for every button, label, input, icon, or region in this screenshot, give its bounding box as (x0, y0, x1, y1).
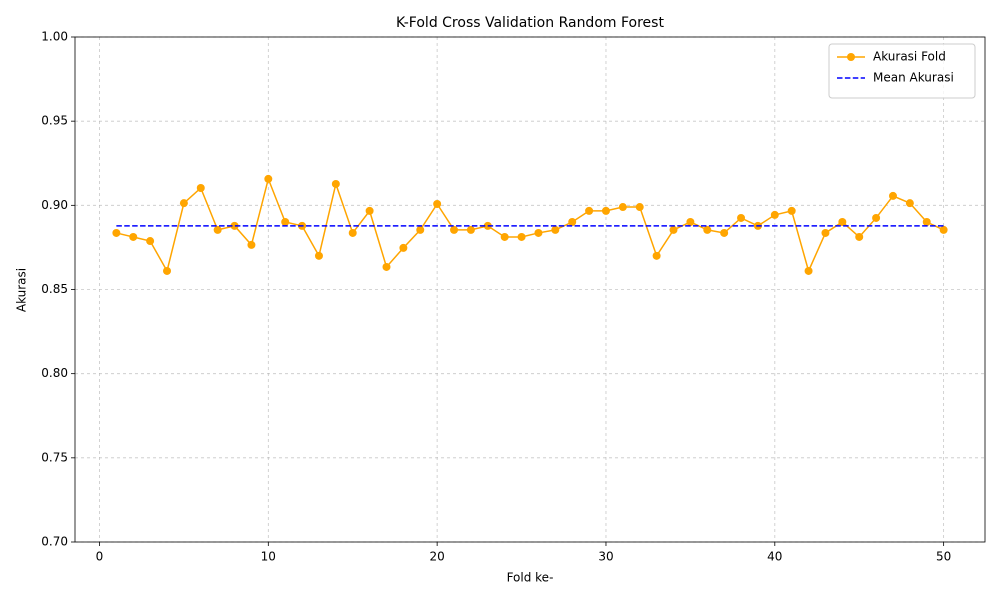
legend-box (828, 43, 976, 99)
data-point (534, 228, 543, 237)
x-tick-label: 0 (96, 550, 104, 564)
data-point (703, 225, 712, 234)
data-point (196, 183, 205, 192)
data-point (466, 225, 475, 234)
data-point (450, 225, 459, 234)
data-point (737, 213, 746, 222)
data-point (314, 251, 323, 260)
data-point (838, 217, 847, 226)
data-point (618, 203, 627, 212)
data-point (179, 199, 188, 208)
data-point (787, 206, 796, 215)
y-tick-label: 0.70 (41, 535, 68, 549)
data-point (551, 225, 560, 234)
data-point (399, 243, 408, 252)
data-point (804, 266, 813, 275)
data-point (112, 228, 121, 237)
data-point (770, 210, 779, 219)
data-point (331, 179, 340, 188)
data-point (365, 206, 374, 215)
data-point (720, 228, 729, 237)
data-point (230, 221, 239, 230)
x-tick-label: 40 (767, 550, 782, 564)
x-tick-label: 20 (430, 550, 445, 564)
data-point (601, 206, 610, 215)
y-tick-label: 0.85 (41, 282, 68, 296)
data-point (888, 191, 897, 200)
data-point (905, 199, 914, 208)
data-point (939, 225, 948, 234)
data-point (652, 251, 661, 260)
legend-label: Mean Akurasi (873, 71, 954, 85)
data-point (433, 199, 442, 208)
y-axis-label: Akurasi (15, 268, 29, 312)
data-point (348, 228, 357, 237)
data-point (213, 225, 222, 234)
x-tick-label: 30 (598, 550, 613, 564)
data-point (416, 225, 425, 234)
data-point (669, 225, 678, 234)
data-point (281, 217, 290, 226)
y-tick-label: 0.95 (41, 114, 68, 128)
data-point (585, 206, 594, 215)
data-point (163, 266, 172, 275)
y-tick-label: 0.90 (41, 198, 68, 212)
data-point (247, 240, 256, 249)
data-point (382, 262, 391, 271)
data-point (821, 228, 830, 237)
legend-marker (847, 53, 855, 61)
chart-title: K-Fold Cross Validation Random Forest (396, 15, 664, 31)
x-tick-label: 50 (936, 550, 951, 564)
data-point (922, 217, 931, 226)
data-point (517, 232, 526, 241)
data-point (568, 217, 577, 226)
x-tick-label: 10 (261, 550, 276, 564)
data-point (264, 174, 273, 183)
plot-frame (74, 36, 986, 543)
data-point (855, 232, 864, 241)
y-tick-label: 1.00 (41, 30, 68, 44)
data-point (129, 232, 138, 241)
x-axis-label: Fold ke- (507, 571, 554, 585)
y-tick-label: 0.75 (41, 450, 68, 464)
data-point (146, 237, 155, 246)
series-line (116, 176, 944, 274)
data-point (872, 213, 881, 222)
legend-label: Akurasi Fold (873, 50, 946, 64)
data-point (635, 203, 644, 212)
y-tick-label: 0.80 (41, 366, 68, 380)
data-point (500, 232, 509, 241)
data-point (686, 217, 695, 226)
